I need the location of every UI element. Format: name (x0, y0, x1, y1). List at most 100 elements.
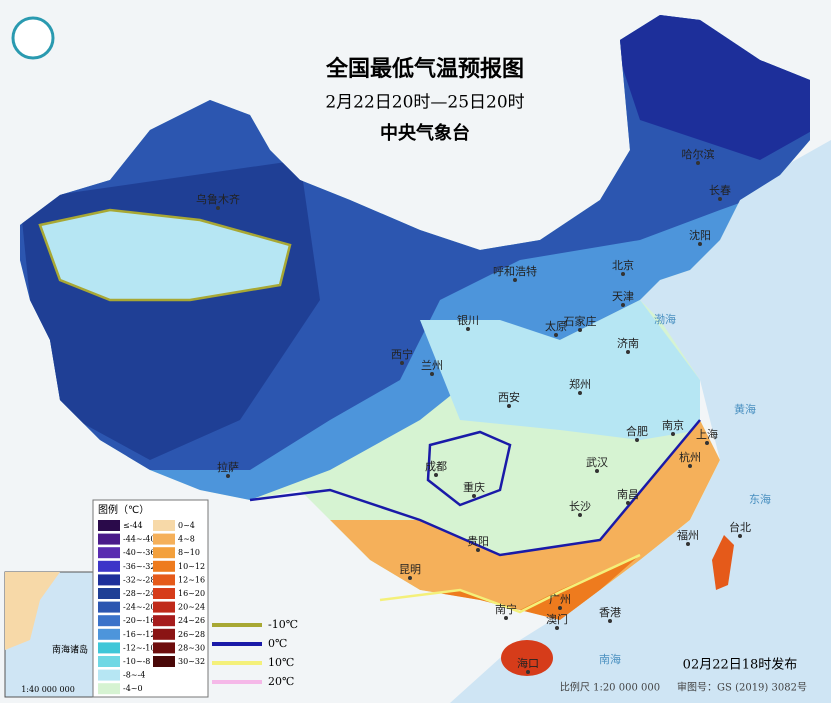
city-dot (226, 474, 230, 478)
legend-label: 10~12 (178, 562, 205, 571)
city-dot (688, 464, 692, 468)
legend-swatch (153, 656, 175, 667)
city-label: 兰州 (421, 359, 443, 372)
legend-label: 0~4 (178, 521, 195, 530)
legend-swatch (98, 560, 120, 572)
legend-swatch (153, 642, 175, 654)
legend-label: 4~8 (178, 535, 195, 544)
city-label: 太原 (545, 320, 567, 333)
city-dot (578, 391, 582, 395)
city-label: 呼和浩特 (493, 264, 537, 278)
sea-label: 东海 (749, 492, 771, 506)
legend-label: 30~32 (178, 657, 205, 666)
legend-swatch (98, 642, 120, 654)
legend-label: -24~-20 (123, 603, 155, 612)
city-dot (555, 626, 559, 630)
legend-label: 28~30 (178, 643, 205, 652)
city-dot (466, 327, 470, 331)
city-dot (578, 328, 582, 332)
city-dot (513, 278, 517, 282)
issued: 02月22日18时发布 (683, 657, 798, 673)
city-dot (705, 441, 709, 445)
legend-label: 20~24 (178, 603, 205, 612)
city-label: 台北 (729, 520, 751, 534)
legend-label: 16~20 (178, 589, 205, 598)
city-label: 合肥 (626, 424, 648, 438)
city-label: 西宁 (391, 347, 413, 361)
taiwan (712, 535, 734, 590)
legend-items: ≤-44 -44~-40 -40~-36 -36~-32 -32~-28 -28~-24 -… (98, 520, 205, 695)
legend-title: 图例（℃） (98, 503, 149, 516)
title: 全国最低气温预报图 (325, 56, 524, 82)
city-label: 天津 (612, 290, 634, 303)
city-label: 石家庄 (564, 314, 597, 328)
city-dot (434, 473, 438, 477)
legend-swatch (153, 547, 175, 559)
city-dot (472, 494, 476, 498)
city-label: 郑州 (569, 377, 591, 391)
city-dot (626, 501, 630, 505)
city-dot (526, 670, 530, 674)
hainan (501, 640, 553, 676)
city-dot (626, 350, 630, 354)
city-label: 哈尔滨 (682, 147, 715, 161)
city-dot (558, 606, 562, 610)
city-label: 香港 (599, 606, 621, 619)
legend-swatch (98, 574, 120, 586)
legend-swatch (98, 601, 120, 613)
legend-swatch (98, 628, 120, 640)
agency: 中央气象台 (380, 122, 470, 144)
isotherm-10 (379, 553, 641, 614)
city-dot (698, 242, 702, 246)
legend-swatch (98, 615, 120, 627)
city-label: 西安 (498, 390, 520, 404)
isotherm-legend: -10℃ 0℃ 10℃ 20℃ (212, 618, 298, 688)
legend-label: -16~-12 (123, 630, 155, 639)
sea (450, 140, 831, 703)
legend-swatch (98, 588, 120, 599)
city-dot (608, 619, 612, 623)
legend-label: -10~-8 (123, 657, 150, 666)
city-dot (595, 469, 599, 473)
city-label: 杭州 (679, 450, 701, 464)
city-label: 长春 (709, 184, 731, 197)
city-dot (718, 197, 722, 201)
legend-swatch (98, 520, 120, 531)
city-dot (635, 438, 639, 442)
legend-swatch (153, 560, 175, 572)
logo (11, 16, 55, 60)
legend-swatch (98, 533, 120, 545)
legend-swatch (98, 547, 120, 559)
legend-swatch (98, 683, 120, 695)
inset-title: 南海诸岛 (52, 644, 88, 656)
city-label: 银川 (457, 313, 479, 327)
city-dot (621, 303, 625, 307)
legend-swatch (153, 574, 175, 586)
legend-label: -4~0 (123, 684, 143, 693)
inset-land (5, 572, 60, 650)
city-label: 武汉 (586, 456, 608, 469)
city-dot (738, 534, 742, 538)
city-label: 南京 (662, 418, 684, 432)
legend-swatch (153, 533, 175, 545)
city-dot (671, 432, 675, 436)
isotherm-label: 0℃ (268, 637, 287, 650)
city-dot (408, 576, 412, 580)
scale: 比例尺 1:20 000 000 (560, 681, 660, 694)
isotherm-label: 10℃ (268, 656, 294, 669)
city-label: 拉萨 (217, 460, 239, 474)
city-dot (476, 548, 480, 552)
city-dot (621, 272, 625, 276)
city-dot (554, 333, 558, 337)
sea-label: 南海 (599, 652, 621, 666)
city-label: 济南 (617, 336, 639, 350)
legend-label: 26~28 (178, 630, 205, 639)
isotherm-label: -10℃ (268, 618, 298, 631)
city-label: 海口 (517, 656, 539, 670)
sea-label: 渤海 (654, 312, 676, 326)
legend-label: -8~-4 (123, 671, 145, 680)
subtitle: 2月22日20时—25日20时 (325, 93, 524, 113)
